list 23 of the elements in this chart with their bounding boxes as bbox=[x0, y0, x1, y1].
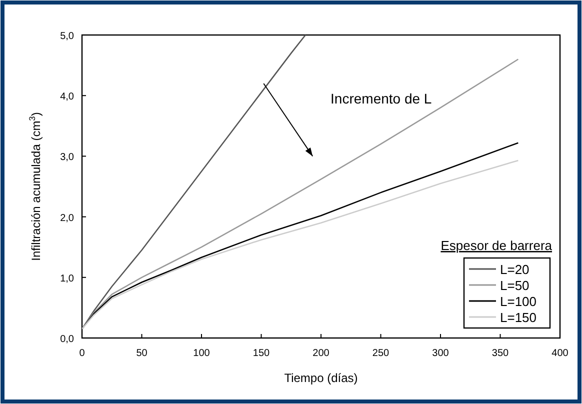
x-tick-label: 300 bbox=[432, 348, 450, 359]
line-series bbox=[82, 35, 306, 330]
annotation: Incremento de L bbox=[330, 90, 432, 107]
legend-label: L=100 bbox=[500, 294, 537, 309]
legend-label: L=150 bbox=[500, 310, 537, 325]
x-tick-label: 0 bbox=[79, 348, 86, 359]
x-tick-label: 400 bbox=[552, 348, 569, 359]
y-tick-label: 1,0 bbox=[60, 273, 74, 284]
y-tick-label: 4,0 bbox=[60, 92, 74, 103]
y-tick-label: 2,0 bbox=[60, 212, 74, 224]
legend-label: L=20 bbox=[500, 262, 530, 277]
legend-label: L=50 bbox=[500, 278, 530, 293]
y-tick-label: 3,0 bbox=[60, 152, 74, 164]
y-tick-label: 0,0 bbox=[60, 334, 74, 345]
x-tick-label: 100 bbox=[193, 348, 210, 359]
x-tick-label: 200 bbox=[312, 348, 330, 359]
x-tick-label: 250 bbox=[372, 348, 390, 359]
x-axis-title: Tiempo (días) bbox=[284, 371, 358, 385]
x-tick-label: 350 bbox=[492, 348, 510, 359]
x-tick-label: 50 bbox=[136, 348, 148, 359]
x-tick-label: 150 bbox=[252, 348, 270, 359]
legend-title: Espesor de barrera bbox=[440, 238, 553, 253]
y-tick-label: 5,0 bbox=[60, 31, 74, 42]
